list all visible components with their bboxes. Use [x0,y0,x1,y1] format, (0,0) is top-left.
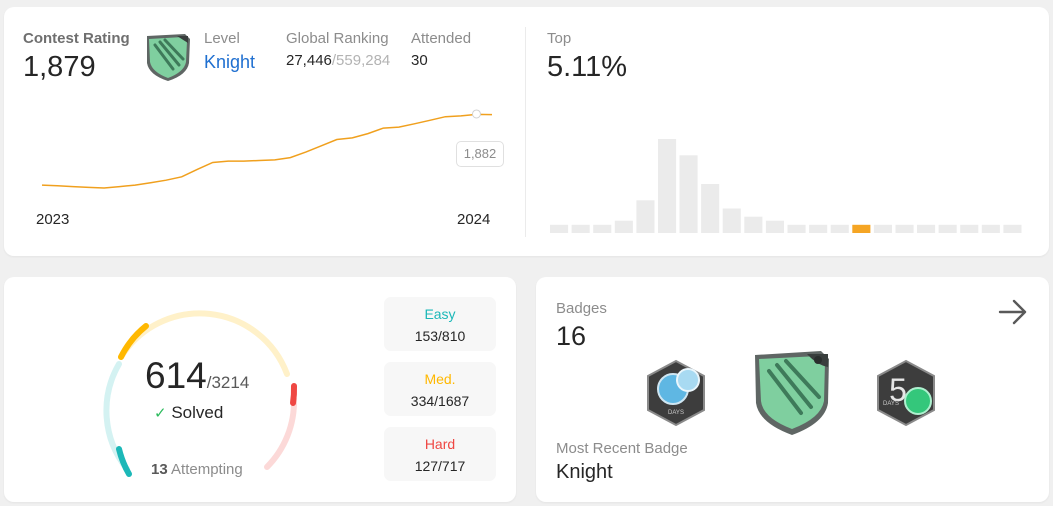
easy-label: Easy [424,306,456,322]
medium-label: Med. [424,371,456,387]
distribution-bar[interactable] [722,208,741,234]
medium-stat[interactable]: Med. 334/1687 [384,362,496,416]
distribution-bar[interactable] [981,224,1000,233]
hard-label: Hard [424,436,456,452]
badges-card: Badges 16 DAYS 5 DAYS Most Recent Badge … [536,277,1049,502]
global-ranking-label: Global Ranking [286,30,389,47]
most-recent-badge-label: Most Recent Badge [556,440,688,457]
distribution-bar[interactable] [917,224,936,233]
distribution-bar[interactable] [787,224,806,233]
solved-count: 614/3214 [145,355,249,397]
distribution-bar[interactable] [960,224,979,233]
distribution-bar[interactable] [895,224,914,233]
most-recent-badge-value: Knight [556,461,613,483]
contest-rating-value: 1,879 [23,51,96,83]
distribution-bar[interactable] [701,184,720,233]
contest-rating-card: Contest Rating 1,879 Level Knight Global… [4,7,1049,256]
rating-tooltip: 1,882 [456,141,504,167]
rating-line-chart[interactable] [34,107,504,197]
distribution-bar[interactable] [550,224,569,233]
attempting-count: 13 [151,461,168,478]
hard-stat[interactable]: Hard 127/717 [384,427,496,481]
distribution-bar[interactable] [765,220,784,233]
days-badge-text: DAYS [668,410,684,416]
hard-value: 127/717 [414,458,466,474]
distribution-bar[interactable] [636,200,655,233]
attended-label: Attended [411,30,472,47]
distribution-bar[interactable] [744,216,763,233]
x-axis-start-label: 2023 [36,211,70,228]
fifty-days-badge-number: 5 [889,372,907,408]
top-label: Top [547,30,572,47]
attempting-label: Attempting [171,461,243,478]
fifty-days-badge-icon[interactable]: 5 DAYS [874,359,938,427]
arrow-right-icon[interactable] [998,299,1028,325]
top-percent-value: 5.11% [547,51,628,83]
distribution-bar[interactable] [830,224,849,233]
distribution-bar[interactable] [593,224,612,233]
easy-value: 153/810 [414,328,466,344]
solved-total: /3214 [206,373,250,392]
solved-problems-card: 614/3214 ✓ Solved 13 Attempting Easy 153… [4,277,516,502]
distribution-bar[interactable] [938,224,957,233]
ranking-distribution-chart[interactable] [550,127,1025,233]
distribution-bar[interactable] [571,224,590,233]
card-divider [525,27,526,237]
badges-label: Badges [556,300,607,317]
distribution-bar-current[interactable] [852,224,871,233]
attempting-text: 13 Attempting [151,461,243,478]
level-value[interactable]: Knight [204,52,256,72]
solved-progress-ring[interactable] [94,299,304,499]
medium-value: 334/1687 [410,393,470,409]
knight-badge-large-icon[interactable] [749,347,835,437]
distribution-bar[interactable] [658,139,677,233]
distribution-bar[interactable] [679,155,698,233]
rating-line [41,113,493,189]
level-label: Level [204,30,240,47]
solved-number: 614 [145,355,207,396]
x-axis-end-label: 2024 [457,211,491,228]
badges-count: 16 [556,321,587,351]
check-icon: ✓ [154,405,167,422]
distribution-bar[interactable] [809,224,828,233]
contest-rating-label: Contest Rating [23,30,130,47]
solved-label-text: Solved [171,403,224,422]
fifty-days-badge-text: DAYS [883,401,899,407]
highlighted-rating-point[interactable] [471,109,481,119]
distribution-bar[interactable] [614,220,633,233]
knight-badge-icon[interactable] [143,31,193,83]
easy-stat[interactable]: Easy 153/810 [384,297,496,351]
solved-label: ✓ Solved [154,403,223,423]
attended-value: 30 [411,52,428,69]
global-ranking-total: /559,284 [331,52,391,69]
days-badge-icon[interactable]: DAYS [644,359,708,427]
distribution-bar[interactable] [873,224,892,233]
global-ranking-value: 27,446/559,284 [286,52,390,69]
distribution-bar[interactable] [1003,224,1022,233]
global-ranking-number: 27,446 [286,52,332,69]
